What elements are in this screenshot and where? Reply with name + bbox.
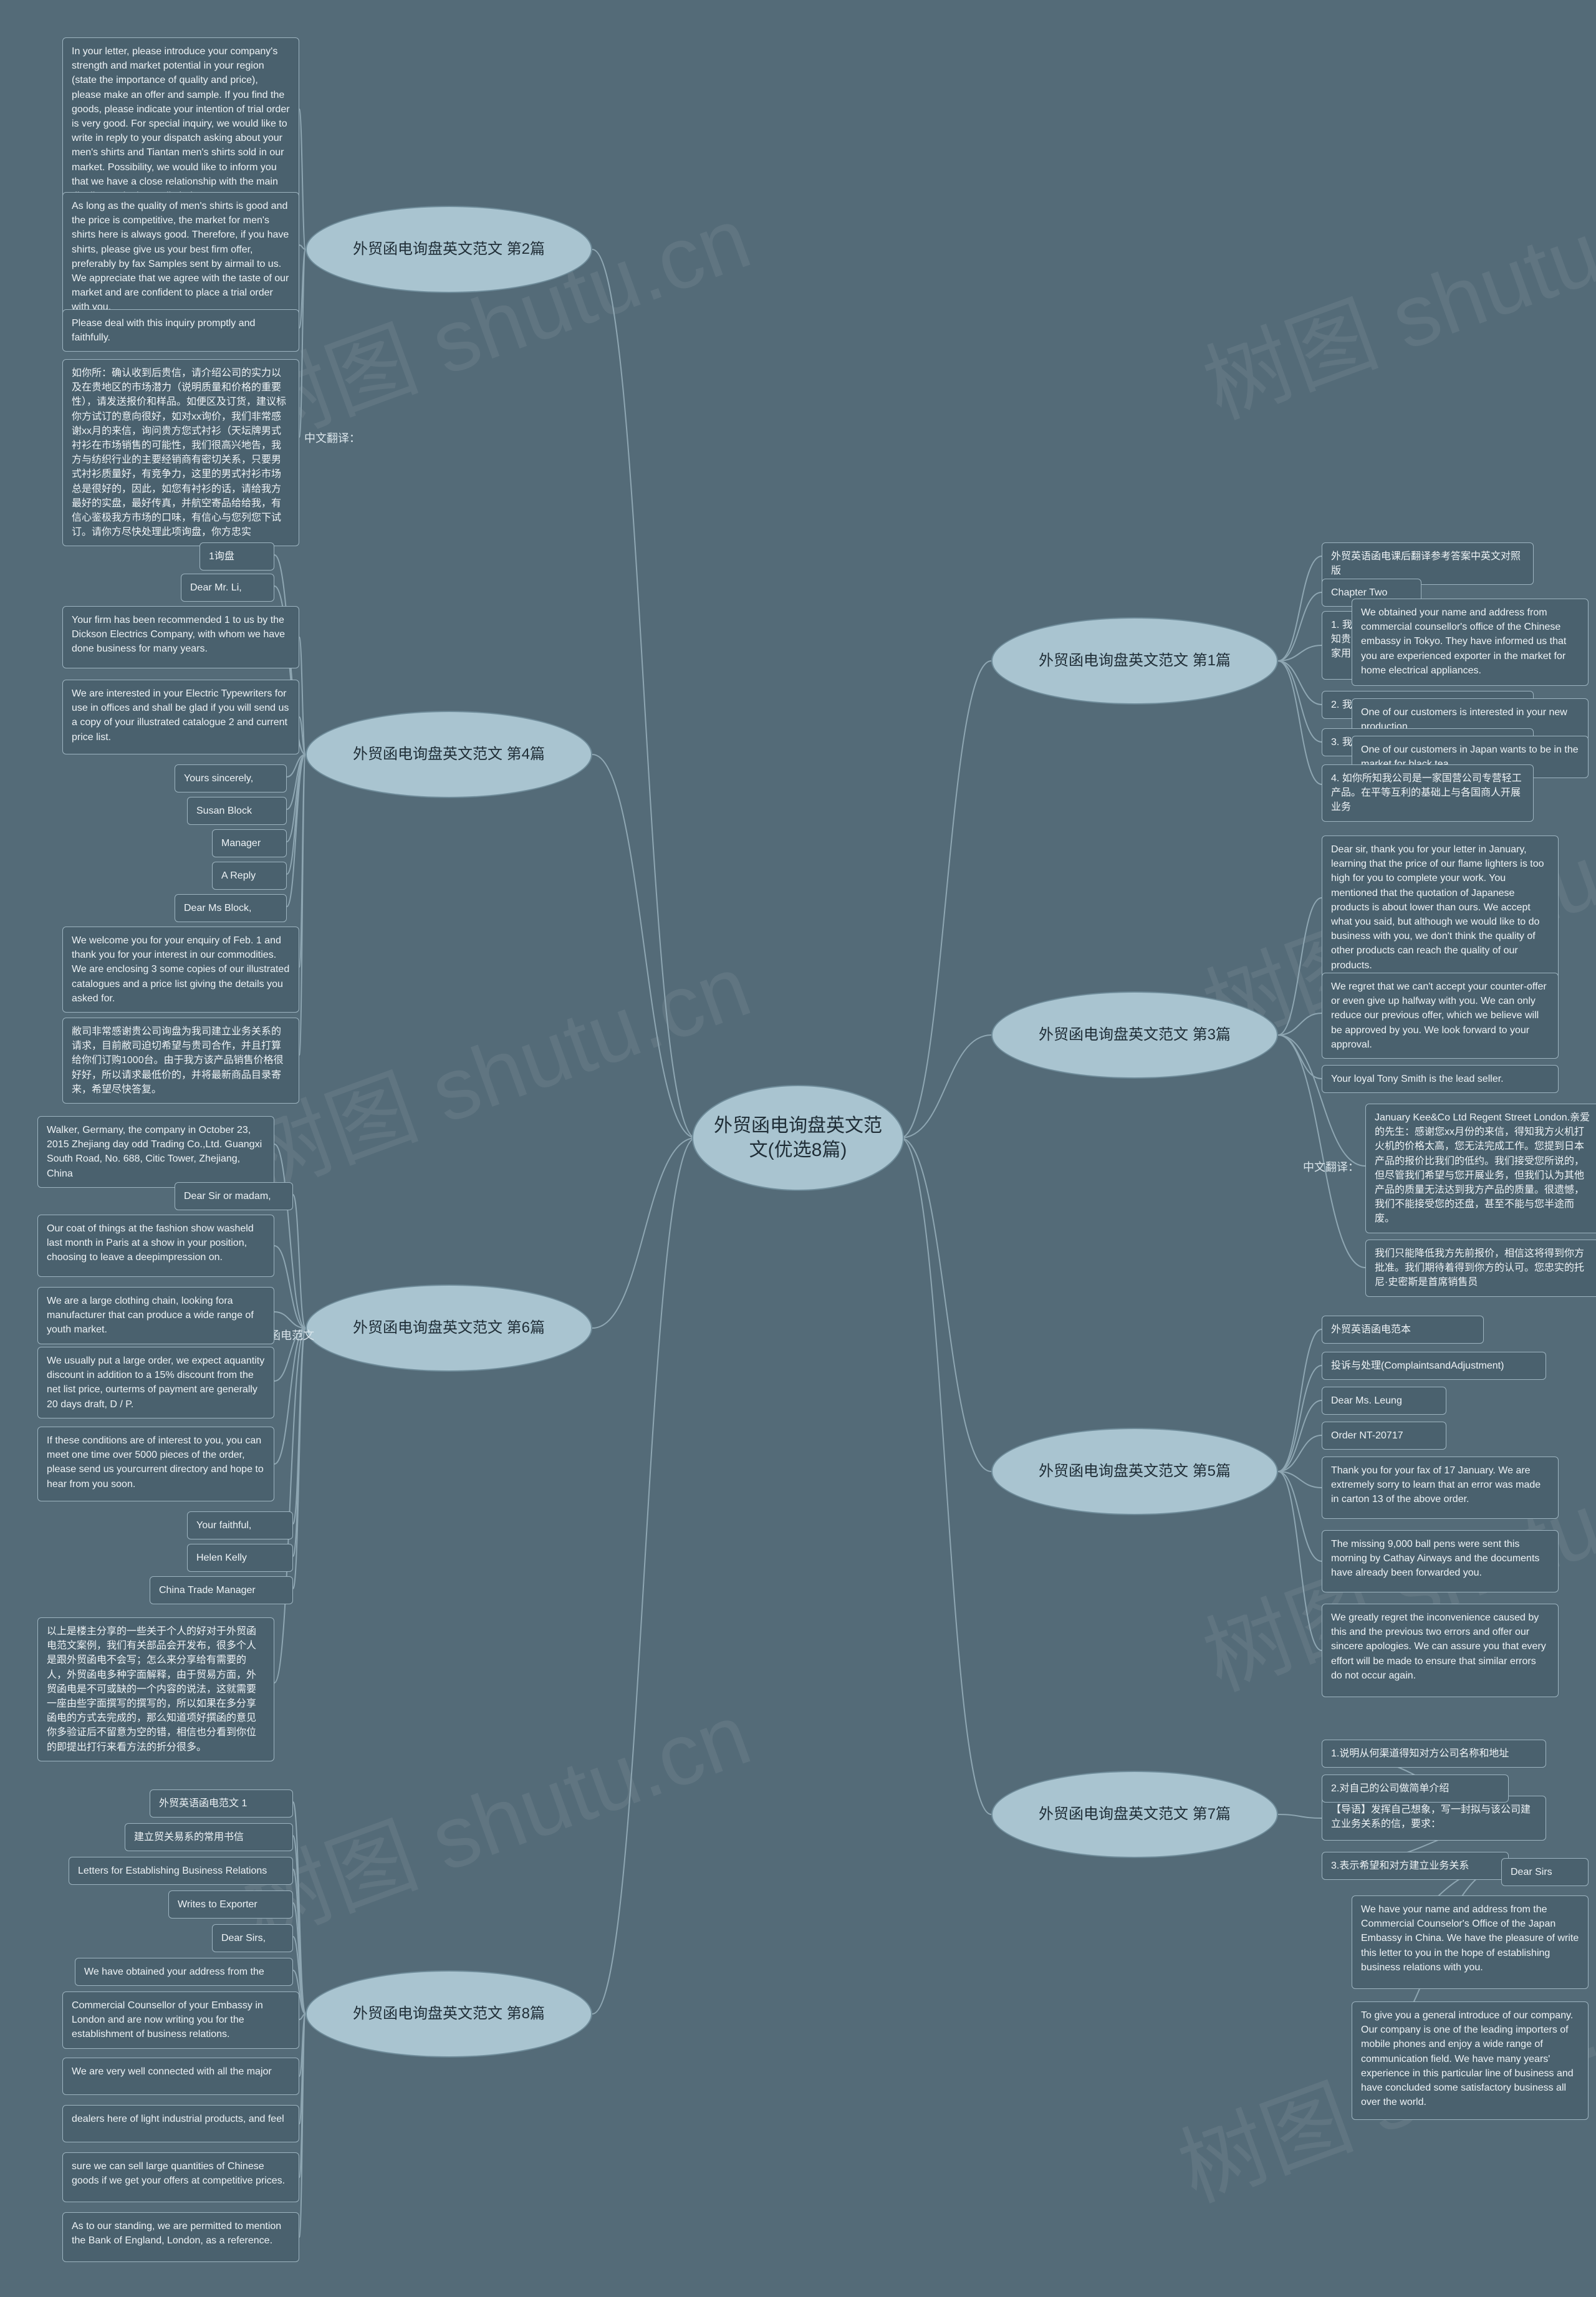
leaf-node: 投诉与处理(ComplaintsandAdjustment) [1322, 1352, 1546, 1380]
leaf-node: Susan Block [187, 797, 287, 825]
leaf-child: To give you a general introduce of our c… [1352, 2001, 1589, 2120]
leaf-node: 建立贸关易系的常用书信 [125, 1823, 293, 1851]
leaf-node: 1询盘 [200, 542, 274, 571]
leaf-node: A Reply [212, 862, 287, 890]
leaf-node: 3.表示希望和对方建立业务关系 [1322, 1852, 1509, 1880]
watermark: 树图 shutu.cn [224, 1665, 764, 1964]
leaf-node: We welcome you for your enquiry of Feb. … [62, 927, 299, 1013]
leaf-node: 4. 如你所知我公司是一家国营公司专营轻工产品。在平等互利的基础上与各国商人开展… [1322, 764, 1534, 822]
leaf-node: We greatly regret the inconvenience caus… [1322, 1604, 1559, 1697]
leaf-child: We have your name and address from the C… [1352, 1895, 1589, 1989]
leaf-node: 1.说明从何渠道得知对方公司名称和地址 [1322, 1740, 1546, 1768]
leaf-node: Letters for Establishing Business Relati… [69, 1857, 293, 1885]
leaf-node: Dear Sir or madam, [175, 1182, 293, 1210]
leaf-node: We regret that we can't accept your coun… [1322, 973, 1559, 1059]
leaf-node: Our coat of things at the fashion show w… [37, 1215, 274, 1277]
leaf-node: Dear Mr. Li, [181, 574, 274, 602]
leaf-node: Order NT-20717 [1322, 1422, 1446, 1450]
leaf-node: Dear Ms. Leung [1322, 1387, 1446, 1415]
leaf-child: We obtained your name and address from c… [1352, 599, 1589, 686]
leaf-node: If these conditions are of interest to y… [37, 1427, 274, 1501]
leaf-node: January Kee&Co Ltd Regent Street London.… [1365, 1104, 1596, 1233]
branch-b3[interactable]: 外贸函电询盘英文范文 第3篇 [991, 991, 1278, 1079]
leaf-label: 中文翻译： [304, 430, 360, 446]
branch-b2[interactable]: 外贸函电询盘英文范文 第2篇 [305, 206, 592, 293]
leaf-node: 外贸英语函电范本 [1322, 1316, 1484, 1344]
leaf-node: 2.对自己的公司做简单介绍 [1322, 1775, 1509, 1803]
leaf-label: 中文翻译： [1303, 1158, 1359, 1175]
leaf-node: We have obtained your address from the [75, 1958, 293, 1986]
watermark: 树图 shutu.cn [1185, 143, 1596, 443]
branch-b8[interactable]: 外贸函电询盘英文范文 第8篇 [305, 1970, 592, 2058]
branch-b7[interactable]: 外贸函电询盘英文范文 第7篇 [991, 1771, 1278, 1858]
leaf-node: 敝司非常感谢贵公司询盘为我司建立业务关系的请求，目前敝司迫切希望与贵司合作，并且… [62, 1018, 299, 1104]
leaf-node: China Trade Manager [150, 1576, 293, 1604]
leaf-node: We are interested in your Electric Typew… [62, 680, 299, 754]
leaf-node: Helen Kelly [187, 1544, 293, 1572]
branch-b6[interactable]: 外贸函电询盘英文范文 第6篇 [305, 1284, 592, 1372]
leaf-node: Yours sincerely, [175, 764, 287, 792]
leaf-node: 外贸英语函电范文 1 [150, 1789, 293, 1818]
leaf-node: 我们只能降低我方先前报价，相信这将得到你方批准。我们期待着得到你方的认可。您忠实… [1365, 1240, 1596, 1297]
leaf-node: Your faithful, [187, 1511, 293, 1539]
leaf-node: Thank you for your fax of 17 January. We… [1322, 1457, 1559, 1519]
branch-b5[interactable]: 外贸函电询盘英文范文 第5篇 [991, 1428, 1278, 1515]
leaf-node: The missing 9,000 ball pens were sent th… [1322, 1530, 1559, 1592]
leaf-node: Your loyal Tony Smith is the lead seller… [1322, 1065, 1559, 1093]
leaf-node: Your firm has been recommended 1 to us b… [62, 606, 299, 668]
leaf-node: Dear Sirs, [212, 1924, 293, 1952]
leaf-node: Manager [212, 829, 287, 857]
leaf-node: We are very well connected with all the … [62, 2058, 299, 2095]
leaf-node: Walker, Germany, the company in October … [37, 1116, 274, 1188]
leaf-node: We usually put a large order, we expect … [37, 1347, 274, 1418]
leaf-node: Commercial Counsellor of your Embassy in… [62, 1991, 299, 2049]
branch-b4[interactable]: 外贸函电询盘英文范文 第4篇 [305, 711, 592, 798]
leaf-node: Dear sir, thank you for your letter in J… [1322, 835, 1559, 980]
leaf-node: Please deal with this inquiry promptly a… [62, 309, 299, 352]
leaf-node: In your letter, please introduce your co… [62, 37, 299, 210]
leaf-node: Dear Ms Block, [175, 894, 287, 922]
leaf-node: sure we can sell large quantities of Chi… [62, 2152, 299, 2202]
leaf-node: As to our standing, we are permitted to … [62, 2212, 299, 2262]
leaf-node: We are a large clothing chain, looking f… [37, 1287, 274, 1344]
leaf-node: 如你所：确认收到后贵信，请介绍公司的实力以及在贵地区的市场潜力（说明质量和价格的… [62, 359, 299, 546]
branch-b1[interactable]: 外贸函电询盘英文范文 第1篇 [991, 617, 1278, 705]
leaf-node: 以上是楼主分享的一些关于个人的好对于外贸函电范文案例，我们有关部品会开发布，很多… [37, 1617, 274, 1761]
leaf-child: Dear Sirs [1501, 1858, 1589, 1886]
watermark: 树图 shutu.cn [224, 917, 764, 1216]
leaf-node: Writes to Exporter [168, 1890, 293, 1919]
leaf-node: As long as the quality of men's shirts i… [62, 192, 299, 322]
leaf-node: dealers here of light industrial product… [62, 2105, 299, 2142]
center-topic[interactable]: 外贸函电询盘英文范文(优选8篇) [692, 1085, 904, 1191]
